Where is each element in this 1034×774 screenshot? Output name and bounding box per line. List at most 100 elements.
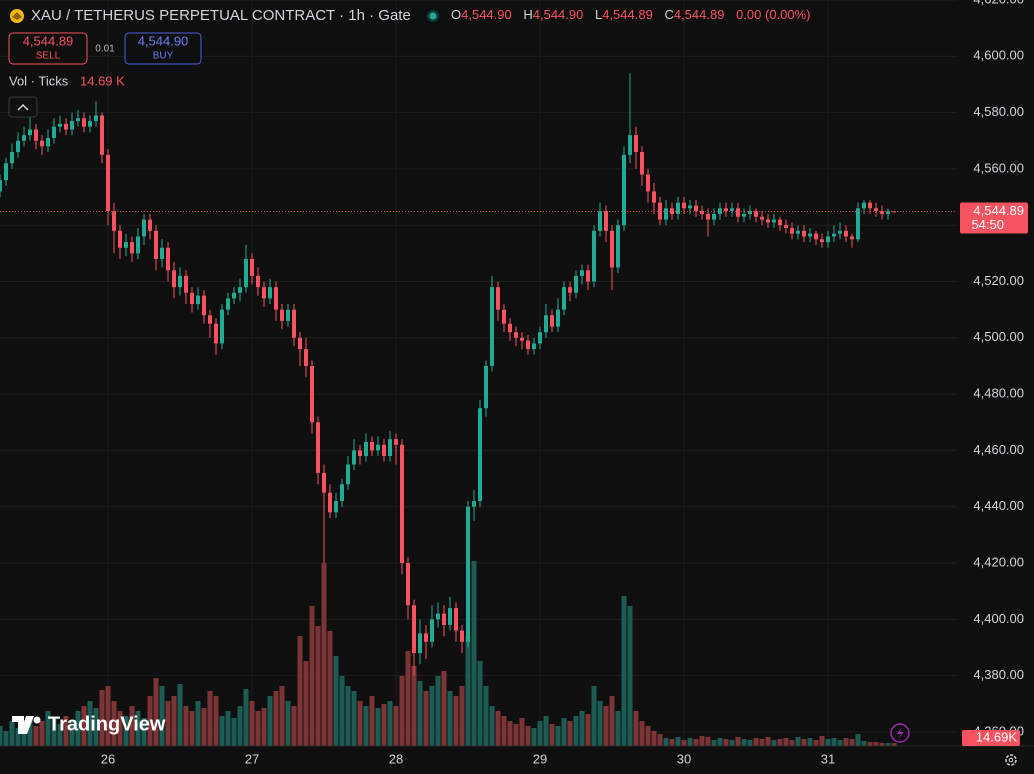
volume-bar — [639, 721, 645, 746]
volume-bar — [591, 686, 597, 746]
x-tick-label: 29 — [533, 751, 547, 766]
candle-body — [262, 287, 266, 299]
volume-bar — [711, 740, 717, 746]
candle-body — [562, 287, 566, 310]
volume-bar — [105, 686, 111, 746]
candle-body — [784, 225, 788, 229]
volume-bar — [549, 724, 555, 746]
candle-body — [268, 287, 272, 299]
volume-axis-box — [962, 730, 1020, 746]
volume-bar — [291, 706, 297, 746]
volume-bar — [429, 686, 435, 746]
volume-bar — [621, 596, 627, 746]
candle-body — [346, 464, 350, 485]
y-tick-label: 4,420.00 — [973, 554, 1024, 569]
ohlc-key: C — [664, 7, 673, 22]
volume-bar — [57, 724, 63, 746]
buy-price[interactable]: 4,544.90 — [138, 33, 189, 48]
volume-bar — [753, 738, 759, 746]
buy-label[interactable]: BUY — [153, 51, 174, 62]
settings-icon[interactable] — [1005, 754, 1017, 766]
candle-body — [238, 287, 242, 293]
candle-body — [322, 472, 326, 493]
x-tick-label: 30 — [677, 751, 691, 766]
x-tick-label: 26 — [101, 751, 115, 766]
candle-body — [250, 258, 254, 276]
volume-bar — [0, 726, 3, 746]
sell-label[interactable]: SELL — [36, 51, 61, 62]
volume-bar — [219, 716, 225, 746]
sell-button[interactable] — [8, 32, 88, 65]
candle-body — [76, 118, 80, 122]
volume-bar — [21, 724, 27, 746]
candle-body — [28, 129, 32, 136]
y-tick-label: 4,500.00 — [973, 329, 1024, 344]
volume-bar — [147, 696, 153, 746]
volume-bar — [675, 737, 681, 746]
collapse-button[interactable] — [8, 96, 38, 118]
y-tick-label: 4,580.00 — [973, 104, 1024, 119]
alert-bolt[interactable] — [897, 727, 904, 739]
last-price-label: 4,544.89 — [973, 203, 1024, 218]
logo-text: TradingView — [48, 713, 166, 735]
volume-bar — [525, 726, 531, 746]
candle-body — [880, 211, 884, 214]
collapse-icon[interactable] — [17, 103, 29, 111]
candle-body — [274, 287, 278, 310]
volume-bar — [759, 739, 765, 746]
candle-body — [466, 506, 470, 642]
volume-bar — [351, 691, 357, 746]
candle-body — [544, 315, 548, 333]
volume-bar — [777, 739, 783, 746]
candle-body — [94, 115, 98, 122]
candle-body — [454, 608, 458, 631]
volume-bar — [207, 691, 213, 746]
logo-icon — [12, 716, 34, 734]
buy-button[interactable] — [124, 32, 202, 65]
volume-bar — [633, 711, 639, 746]
candle-body — [256, 275, 260, 288]
volume-bar — [87, 701, 93, 746]
volume-bar — [165, 701, 171, 746]
sell-price[interactable]: 4,544.89 — [23, 33, 74, 48]
candle-body — [334, 501, 338, 513]
candle-body — [844, 230, 848, 237]
change-value: 0.00 (0.00%) — [736, 7, 810, 22]
candle-body — [538, 332, 542, 344]
candle-body — [502, 309, 506, 324]
candle-body — [448, 608, 452, 625]
volume-bar — [363, 706, 369, 746]
candle-body — [208, 315, 212, 324]
candle-body — [826, 236, 830, 243]
candle-body — [166, 247, 170, 271]
y-tick-label: 4,440.00 — [973, 498, 1024, 513]
volume-bar — [129, 706, 135, 746]
candle-body — [394, 439, 398, 445]
candle-body — [436, 613, 440, 620]
volume-bar — [303, 661, 309, 746]
candle-body — [526, 340, 530, 350]
ohlc-value: 4,544.89 — [602, 7, 653, 22]
volume-bar — [735, 737, 741, 746]
candle-body — [652, 191, 656, 203]
x-tick-label: 28 — [389, 751, 403, 766]
volume-bar — [879, 743, 885, 746]
candle-body — [220, 309, 224, 344]
ohlc-key: L — [595, 7, 602, 22]
volume-bar — [447, 691, 453, 746]
symbol-icon-glyph — [12, 12, 22, 20]
candle-body — [604, 211, 608, 231]
volume-bar — [63, 716, 69, 746]
settings-icon-center[interactable] — [1008, 757, 1014, 763]
candle-body — [628, 135, 632, 155]
candle-body — [814, 233, 818, 240]
candle-body — [112, 211, 116, 231]
candle-body — [412, 605, 416, 654]
volume-bar — [345, 686, 351, 746]
candle-body — [364, 441, 368, 457]
volume-bar — [555, 726, 561, 746]
alert-icon[interactable] — [890, 723, 910, 743]
volume-bar — [75, 711, 81, 746]
volume-bar — [537, 721, 543, 746]
candle-body — [610, 230, 614, 268]
